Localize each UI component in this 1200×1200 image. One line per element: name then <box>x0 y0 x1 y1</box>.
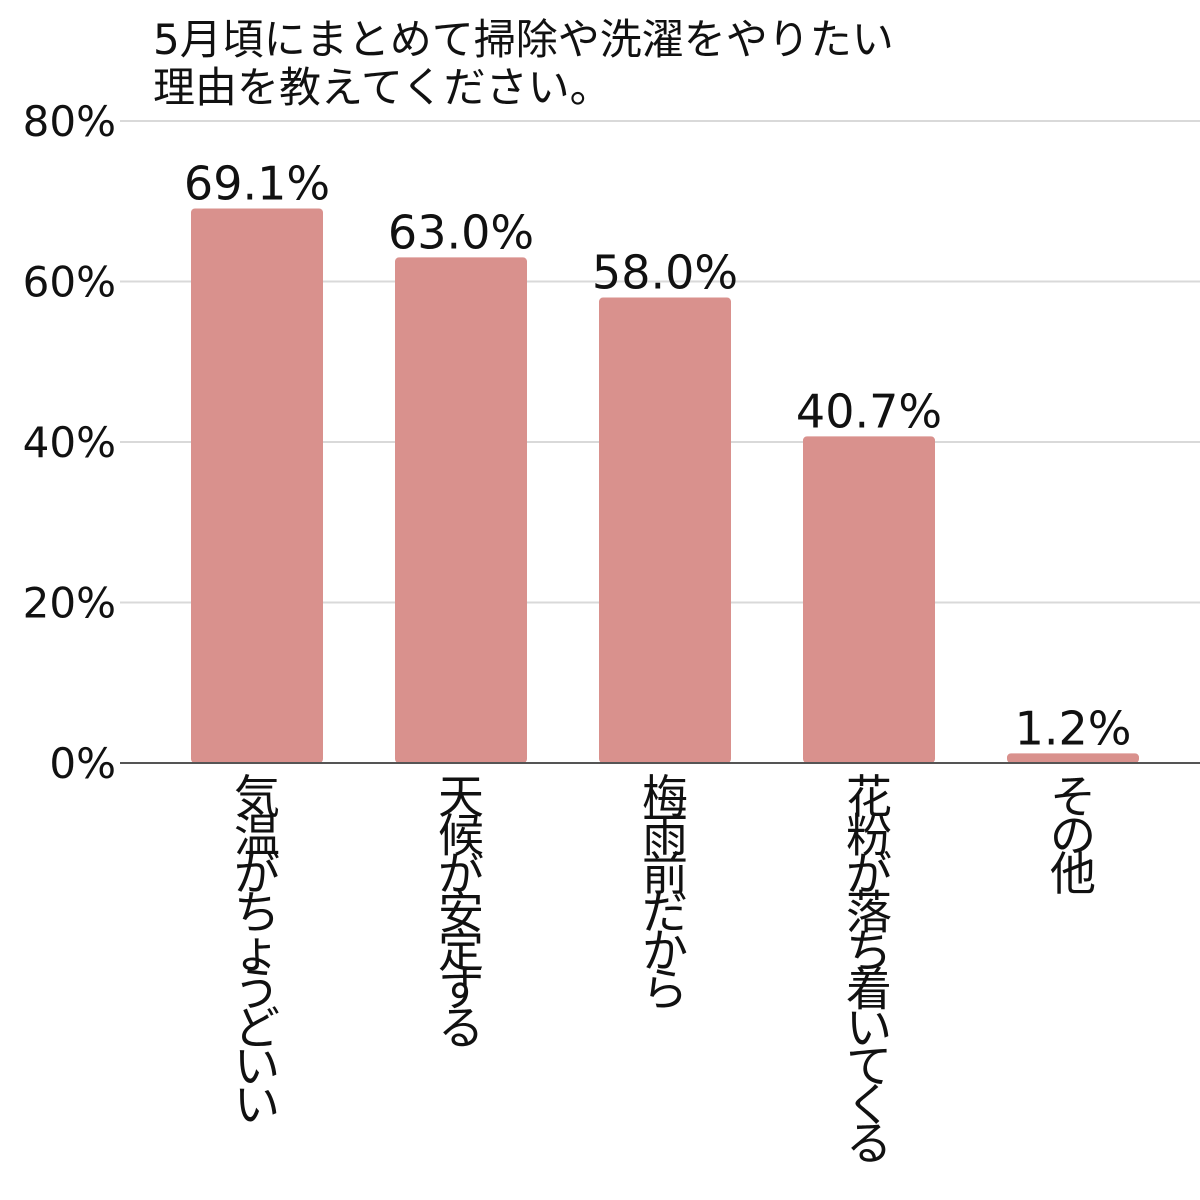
y-tick-label: 40% <box>23 418 116 467</box>
category-label: 天候が安定する <box>438 770 484 1055</box>
data-label: 63.0% <box>388 205 534 259</box>
chart-title-line-1: 5月頃にまとめて掃除や洗濯をやりたい <box>153 15 894 64</box>
y-tick-label: 80% <box>23 97 116 146</box>
y-tick-label: 0% <box>49 739 116 788</box>
bar <box>191 208 323 763</box>
chart-title: 5月頃にまとめて掃除や洗濯をやりたい 理由を教えてください。 <box>153 16 1053 112</box>
data-label: 69.1% <box>184 156 330 210</box>
bar <box>395 257 527 763</box>
data-label: 1.2% <box>1015 701 1132 755</box>
y-tick-label: 20% <box>23 579 116 628</box>
category-label: 花粉が落ち着いてくる <box>846 770 892 1171</box>
data-label: 40.7% <box>796 384 942 438</box>
bar <box>803 436 935 763</box>
y-tick-label: 60% <box>23 258 116 307</box>
bar <box>599 297 731 763</box>
category-label: 気温がちょうどいい <box>234 770 280 1132</box>
data-label: 58.0% <box>592 246 738 300</box>
category-label: 梅雨前だから <box>642 770 688 1017</box>
category-label: その他 <box>1050 770 1096 901</box>
bar <box>1007 753 1139 763</box>
chart-title-line-2: 理由を教えてください。 <box>153 63 612 112</box>
